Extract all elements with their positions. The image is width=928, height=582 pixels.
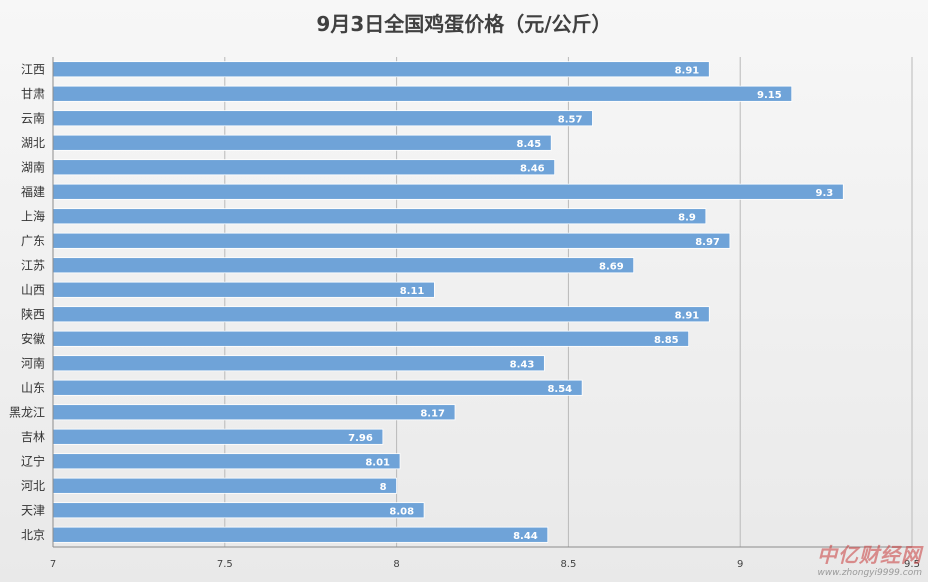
category-label: 江西: [21, 62, 45, 76]
axes: 7 7.5 8 8.5 9 9.5 江西甘肃云南湖北湖南福建上海广东江苏山西陕西安徽河南山东…: [9, 57, 920, 570]
bar: [52, 281, 435, 298]
bar: [52, 453, 401, 470]
watermark: 中亿财经网 www.zhongyi9999.com: [817, 539, 922, 578]
data-label: 8.01: [365, 457, 390, 468]
data-label: 8: [380, 482, 387, 493]
category-label: 辽宁: [21, 453, 45, 468]
bar: [52, 61, 710, 78]
category-label: 河北: [21, 479, 45, 493]
bar: [52, 428, 384, 445]
category-label: 福建: [21, 184, 45, 199]
data-label: 8.54: [547, 384, 572, 395]
category-label: 江苏: [21, 258, 45, 272]
watermark-url: www.zhongyi9999.com: [817, 568, 922, 578]
bar: [52, 404, 456, 421]
category-label: 天津: [21, 503, 45, 517]
bar: [52, 110, 593, 127]
category-label: 吉林: [21, 430, 45, 444]
x-tick-label: 8.5: [560, 559, 576, 570]
bar: [52, 526, 549, 543]
data-label: 8.97: [695, 237, 720, 248]
category-label: 安徽: [21, 331, 45, 346]
bar: [52, 183, 844, 200]
bar: [52, 85, 793, 102]
bar: [52, 355, 545, 372]
bar: [52, 306, 710, 323]
data-label: 7.96: [348, 433, 373, 444]
category-label: 北京: [21, 528, 45, 542]
data-label: 8.57: [558, 114, 583, 125]
x-tick-label: 8: [393, 559, 399, 570]
data-label: 8.17: [420, 408, 445, 419]
bar: [52, 134, 552, 151]
category-label: 陕西: [21, 306, 45, 321]
data-label: 8.45: [517, 139, 542, 150]
category-label: 湖北: [21, 135, 45, 150]
category-label: 山东: [21, 381, 45, 395]
category-label: 甘肃: [21, 87, 45, 101]
data-label: 8.69: [599, 261, 624, 272]
category-label: 山西: [21, 283, 45, 297]
category-label: 黑龙江: [9, 405, 45, 419]
bar: [52, 232, 731, 249]
watermark-brand: 中亿财经网: [817, 543, 922, 567]
bar: [52, 477, 398, 494]
x-tick-label: 7: [50, 559, 56, 570]
bar: [52, 257, 635, 274]
data-label: 8.11: [400, 286, 425, 297]
bar: [52, 502, 425, 519]
data-label: 8.44: [513, 531, 538, 542]
data-label: 8.85: [654, 335, 679, 346]
data-label: 8.9: [678, 212, 696, 223]
x-tick-label: 7.5: [217, 559, 233, 570]
category-label: 广东: [21, 234, 45, 248]
x-tick-label: 9.5: [904, 559, 920, 570]
data-label: 8.43: [510, 359, 535, 370]
grid-lines: [224, 57, 913, 547]
data-label: 8.46: [520, 163, 545, 174]
category-label: 上海: [21, 208, 45, 223]
data-label: 8.91: [675, 310, 700, 321]
bars: 8.91 9.15 8.57 8.45 8.46 9.3 8.9 8.97 8.69 8.11 8.…: [52, 61, 844, 543]
data-label: 8.08: [389, 506, 414, 517]
bar: [52, 330, 690, 347]
category-label: 湖南: [21, 159, 45, 174]
chart-title: 9月3日全国鸡蛋价格（元/公斤）: [316, 12, 612, 36]
bar: [52, 379, 583, 396]
category-label: 云南: [21, 110, 45, 125]
x-tick-label: 9: [737, 559, 743, 570]
category-label: 河南: [21, 355, 45, 370]
data-label: 8.91: [675, 65, 700, 76]
data-label: 9.15: [757, 90, 782, 101]
data-label: 9.3: [816, 188, 834, 199]
bar: [52, 208, 707, 225]
bar: [52, 159, 556, 176]
